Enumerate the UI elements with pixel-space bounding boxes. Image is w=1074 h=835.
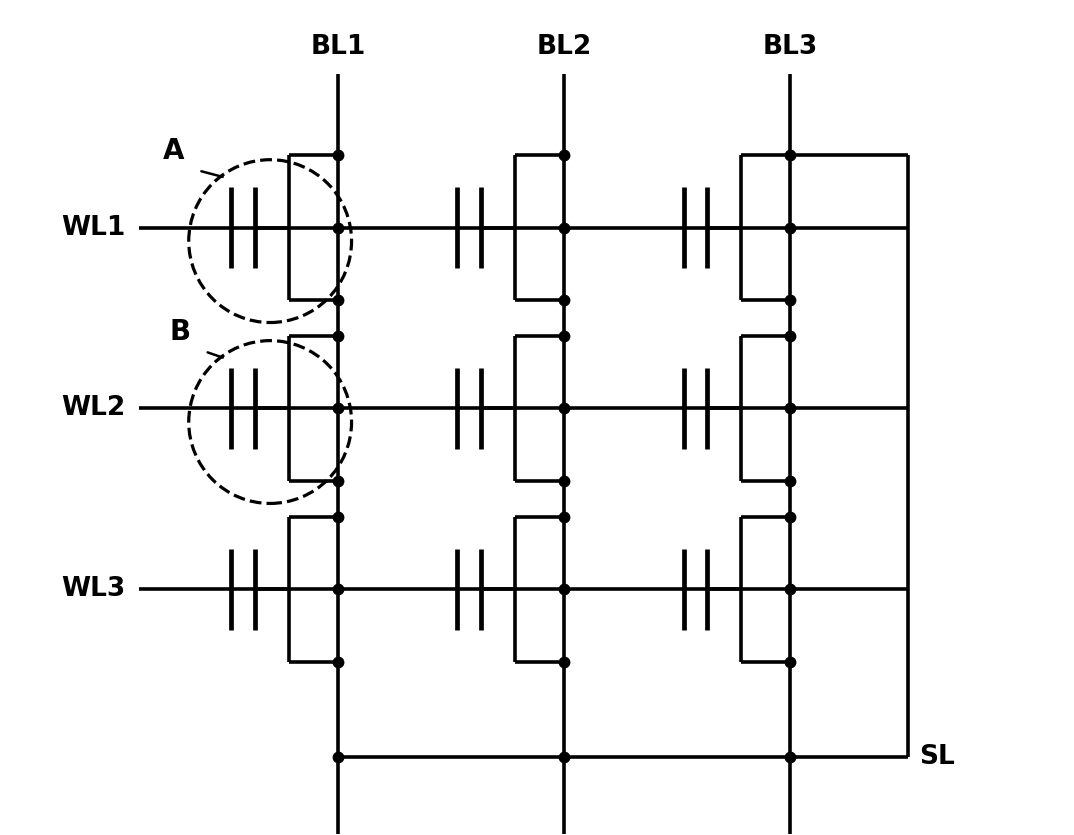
Text: A: A xyxy=(162,137,184,164)
Text: B: B xyxy=(169,317,190,346)
Text: BL1: BL1 xyxy=(310,34,365,60)
Text: BL2: BL2 xyxy=(537,34,592,60)
Text: WL2: WL2 xyxy=(61,396,126,422)
Text: WL1: WL1 xyxy=(61,215,126,240)
Text: BL3: BL3 xyxy=(763,34,818,60)
Text: SL: SL xyxy=(918,744,955,770)
Text: WL3: WL3 xyxy=(61,576,126,602)
